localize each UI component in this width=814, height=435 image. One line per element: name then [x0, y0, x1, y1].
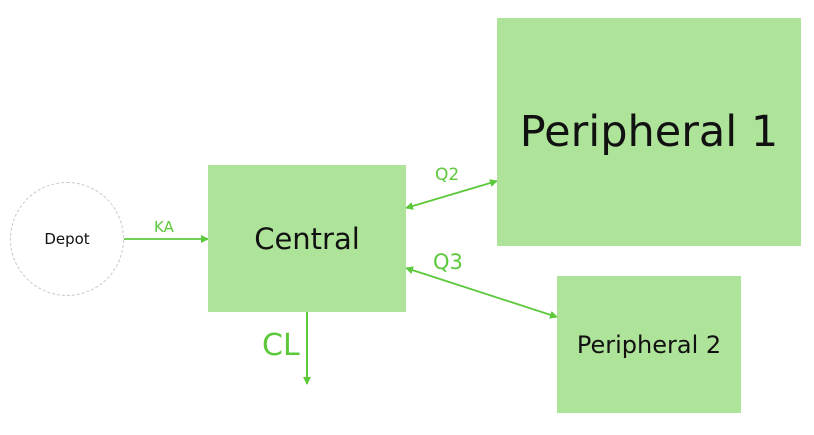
cl-label: CL — [262, 328, 300, 363]
q2-arrow — [405, 179, 498, 210]
ka-label: KA — [154, 218, 174, 236]
q2-label: Q2 — [435, 165, 460, 185]
peripheral-2-node: Peripheral 2 — [557, 276, 741, 413]
peripheral-1-label: Peripheral 1 — [519, 107, 779, 157]
q3-arrow — [405, 266, 558, 319]
depot-node: Depot — [10, 182, 124, 296]
central-label: Central — [254, 221, 360, 256]
peripheral-2-label: Peripheral 2 — [576, 330, 722, 359]
peripheral-1-node: Peripheral 1 — [497, 18, 801, 246]
q3-label: Q3 — [433, 250, 463, 274]
depot-label: Depot — [44, 230, 90, 248]
central-node: Central — [208, 165, 406, 312]
